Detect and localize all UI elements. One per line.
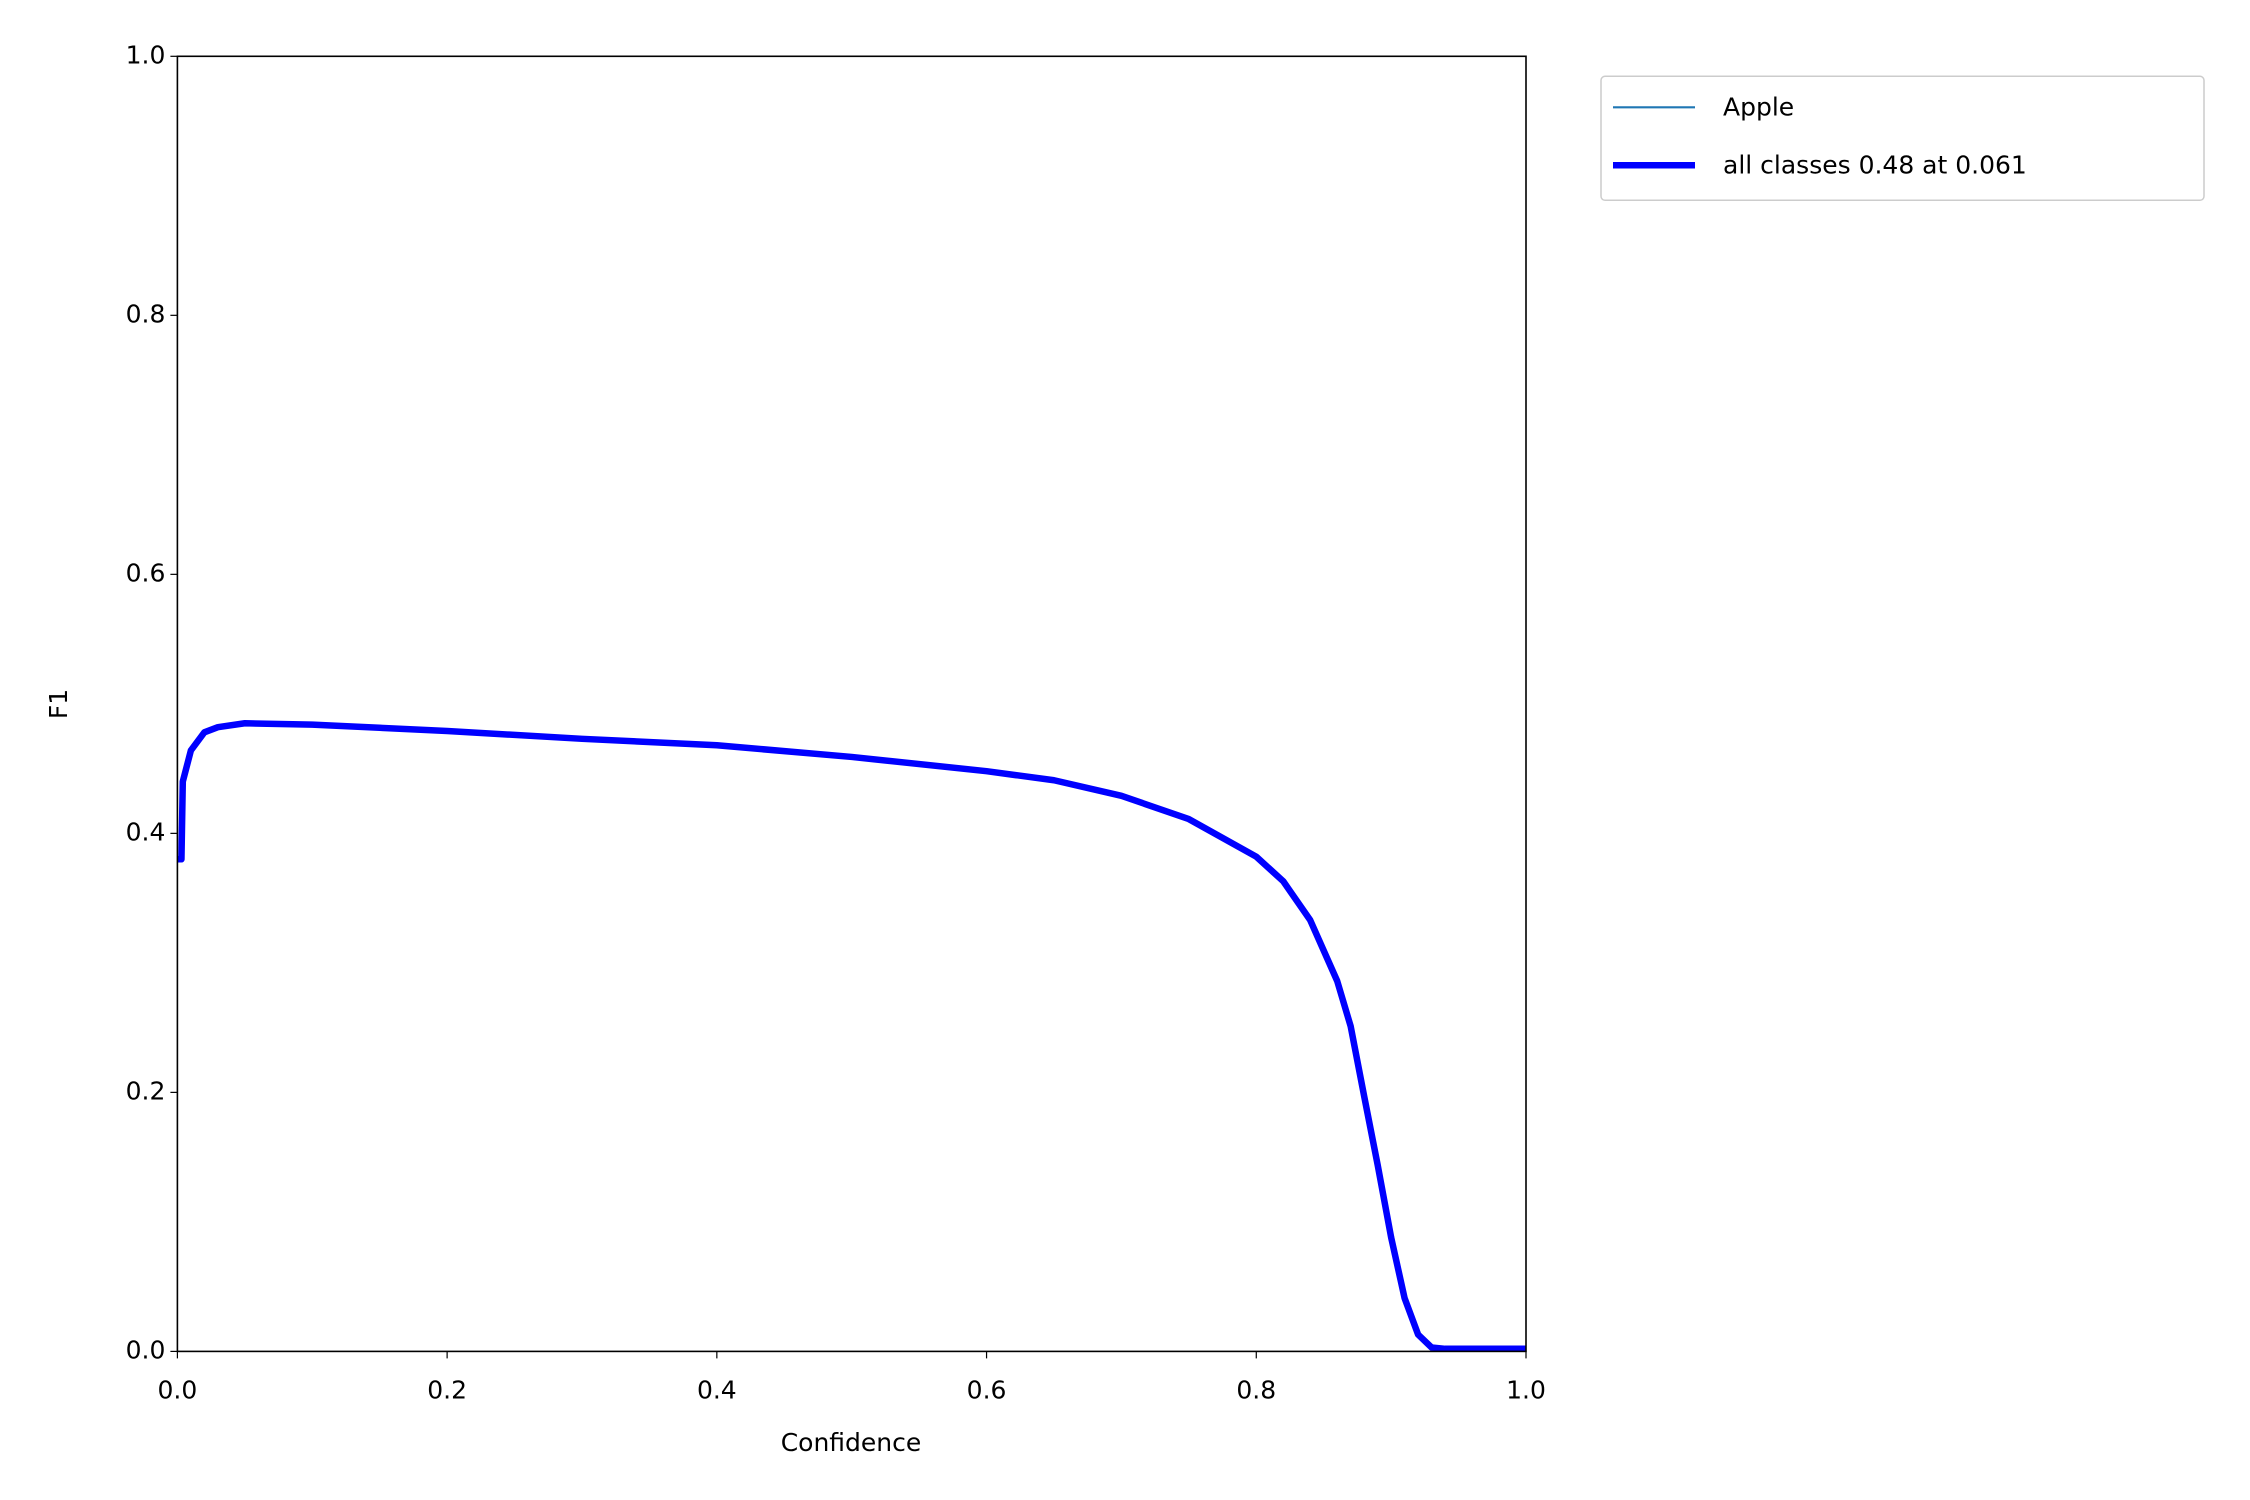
y-tick-label: 0.2 — [126, 1076, 166, 1105]
x-tick-label: 1.0 — [1506, 1375, 1546, 1404]
y-tick-label: 0.4 — [126, 817, 166, 846]
data-line — [177, 720, 1526, 1353]
x-tick-label: 0.2 — [427, 1375, 467, 1404]
y-tick-label: 0.0 — [126, 1335, 166, 1364]
legend-box — [1600, 75, 2205, 202]
x-tick-label: 0.8 — [1236, 1375, 1276, 1404]
y-tick-label: 0.6 — [126, 558, 166, 587]
y-tick-label: 1.0 — [126, 40, 166, 69]
x-tick-label: 0.0 — [158, 1375, 198, 1404]
legend-label: all classes 0.48 at 0.061 — [1723, 150, 2027, 179]
y-axis-label: F1 — [44, 689, 73, 719]
y-tick-label: 0.8 — [126, 299, 166, 328]
x-tick-label: 0.4 — [697, 1375, 737, 1404]
x-axis-label: Confidence — [781, 1428, 922, 1457]
plot-frame — [176, 55, 1527, 1353]
x-tick-label: 0.6 — [967, 1375, 1007, 1404]
legend-label: Apple — [1723, 92, 1794, 121]
